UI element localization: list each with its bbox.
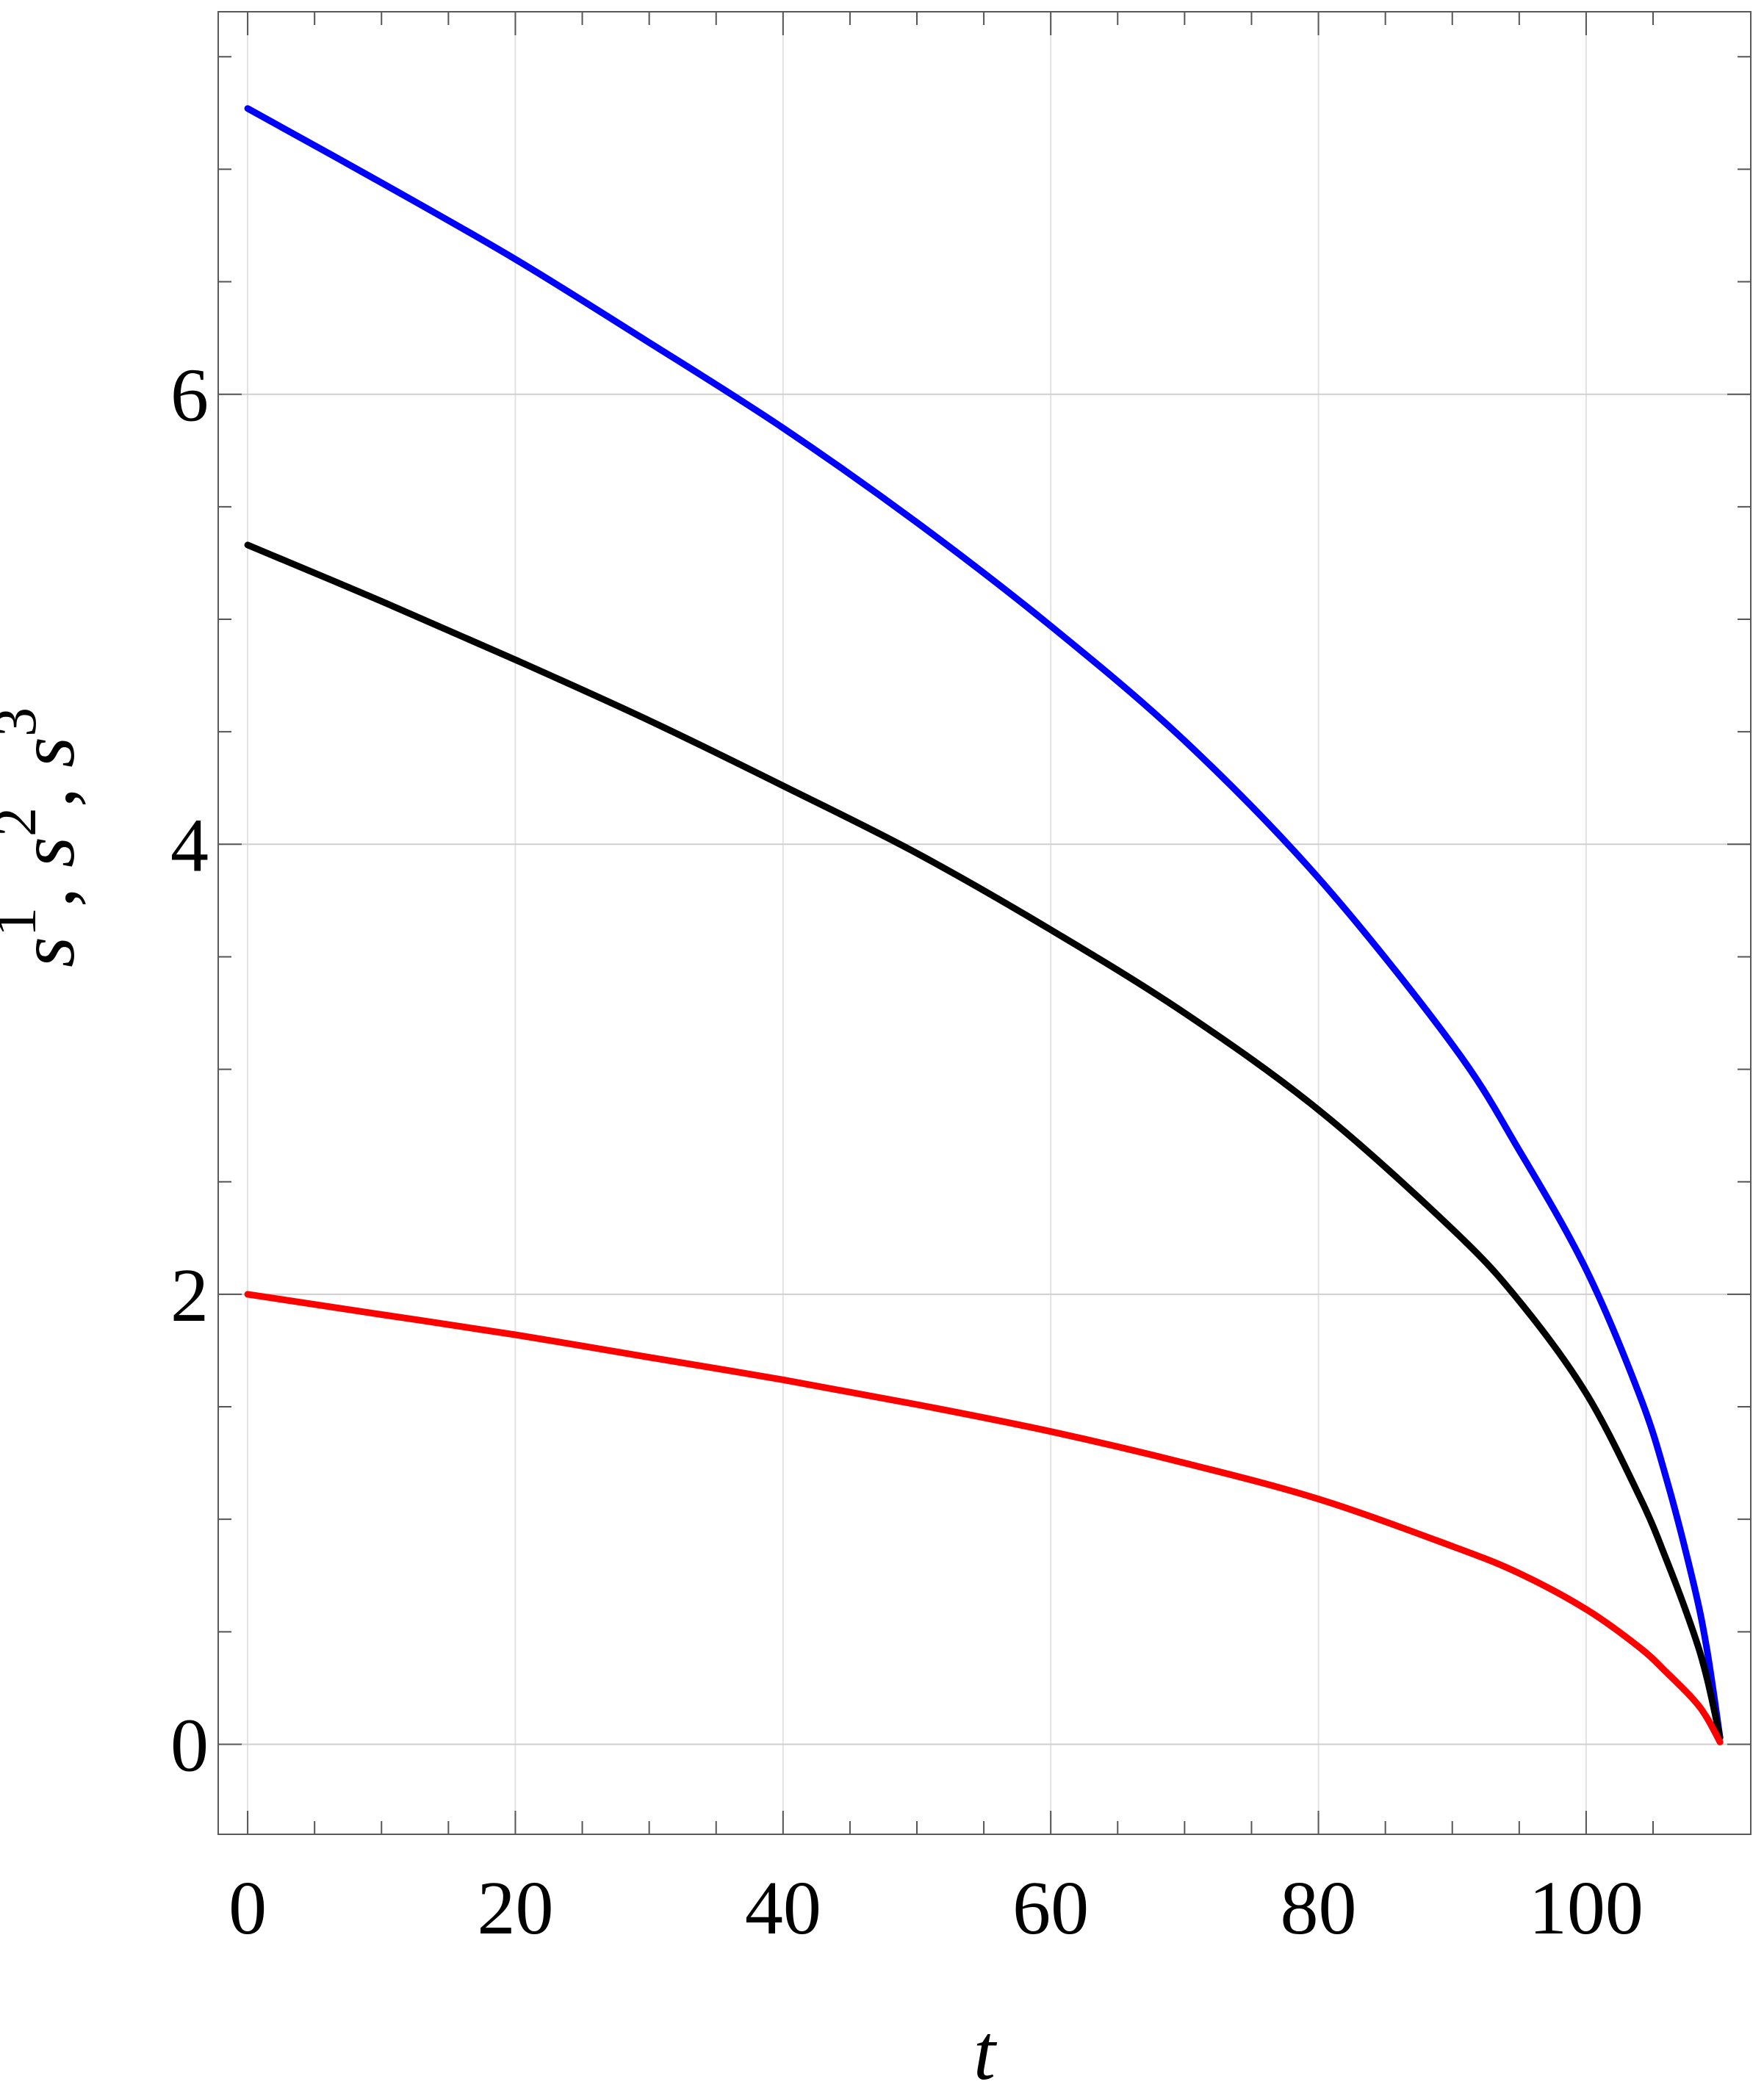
- y-tick-label: 4: [170, 803, 209, 887]
- y-label-base: s: [4, 737, 91, 768]
- y-tick-label: 0: [170, 1703, 209, 1787]
- x-tick-label: 40: [745, 1866, 821, 1950]
- series-line-1: [244, 105, 1724, 1741]
- series-lines: [244, 105, 1724, 1745]
- y-label-superscript: 3: [0, 707, 48, 737]
- x-tick-label: 20: [477, 1866, 553, 1950]
- y-label-base: s: [4, 837, 91, 868]
- y-label-separator: ,: [4, 868, 91, 907]
- x-tick-label: 80: [1281, 1866, 1357, 1950]
- series-line-2: [244, 541, 1724, 1741]
- y-tick-labels: 0 2 4 6: [170, 353, 209, 1788]
- x-tick-label: 60: [1012, 1866, 1089, 1950]
- y-label-base: s: [4, 937, 91, 967]
- y-label-superscript: 1: [0, 907, 48, 937]
- x-tick-labels: 0 20 40 60 80 100: [228, 1866, 1644, 1950]
- series-line-3: [244, 1291, 1724, 1745]
- y-tick-label: 6: [170, 353, 209, 438]
- grid-lines: [218, 12, 1751, 1834]
- x-tick-label: 100: [1529, 1866, 1644, 1950]
- y-label-superscript: 2: [0, 807, 48, 837]
- y-label-separator: ,: [4, 768, 91, 807]
- axis-ticks: [218, 12, 1751, 1834]
- y-tick-label: 2: [170, 1253, 209, 1338]
- x-axis-label: t: [973, 2009, 998, 2087]
- y-axis-label: s1, s2, s3: [0, 707, 91, 967]
- plot-frame: [217, 11, 1752, 1835]
- x-tick-label: 0: [228, 1866, 267, 1950]
